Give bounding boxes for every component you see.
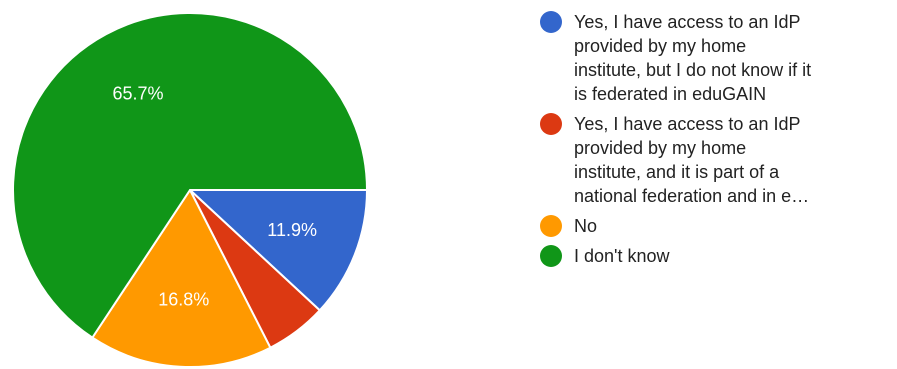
legend-label: I don't know [574,246,670,266]
legend-item-1[interactable]: Yes, I have access to an IdP provided by … [540,112,890,208]
legend: Yes, I have access to an IdP provided by … [540,10,890,274]
pie-slice-0[interactable] [187,189,369,312]
legend-item-0[interactable]: Yes, I have access to an IdP provided by … [540,10,890,106]
slice-value-label-2: 16.8% [158,290,209,310]
legend-swatch-icon [540,113,562,135]
pie-slice-3[interactable] [12,12,369,340]
legend-label: Yes, I have access to an IdP provided by … [574,12,812,104]
slice-value-label-3: 65.7% [113,83,164,103]
legend-item-2[interactable]: No [540,214,890,238]
legend-swatch-icon [540,215,562,237]
legend-swatch-icon [540,245,562,267]
legend-label: Yes, I have access to an IdP provided by … [574,114,810,206]
pie-slice-2[interactable] [90,188,272,368]
pie-chart: 11.9% 16.8% 65.7% [12,12,369,368]
legend-label: No [574,216,598,236]
legend-swatch-icon [540,11,562,33]
slice-value-label-0: 11.9% [267,220,317,240]
legend-item-3[interactable]: I don't know [540,244,890,268]
pie-chart-svg: 11.9% 16.8% 65.7% [12,12,369,368]
